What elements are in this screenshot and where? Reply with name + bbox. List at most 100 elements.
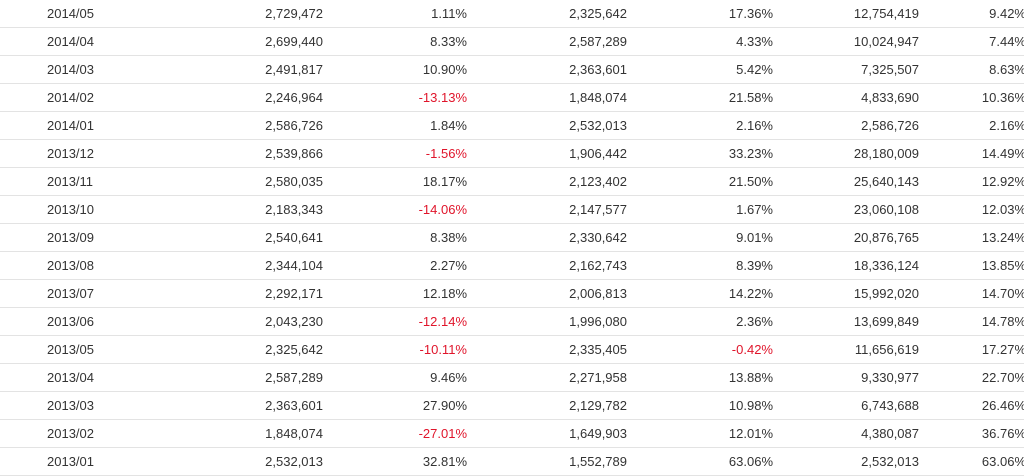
cumulative-value-cell: 23,060,108 xyxy=(773,195,919,224)
prior-year-value-cell: 2,532,013 xyxy=(467,111,627,140)
table-row: 2014/01 2,586,726 1.84% 2,532,013 2.16% 2,586… xyxy=(0,111,1024,140)
table-row: 2013/01 2,532,013 32.81% 1,552,789 63.06% 2,5… xyxy=(0,447,1024,476)
month-cell: 2013/05 xyxy=(0,335,177,364)
prior-year-value-cell: 1,996,080 xyxy=(467,307,627,336)
month-cell: 2013/01 xyxy=(0,447,177,476)
value-cell: 2,246,964 xyxy=(177,83,323,112)
cumulative-percent-cell: 26.46% xyxy=(919,391,1024,420)
value-cell: 2,587,289 xyxy=(177,363,323,392)
prior-year-value-cell: 2,123,402 xyxy=(467,167,627,196)
table-row: 2013/09 2,540,641 8.38% 2,330,642 9.01% 20,87… xyxy=(0,223,1024,252)
value-cell: 1,848,074 xyxy=(177,419,323,448)
yoy-percent-cell: 12.01% xyxy=(627,419,773,448)
yoy-percent-cell: 2.16% xyxy=(627,111,773,140)
cumulative-value-cell: 12,754,419 xyxy=(773,0,919,28)
change-percent-cell: 27.90% xyxy=(323,391,467,420)
prior-year-value-cell: 2,147,577 xyxy=(467,195,627,224)
value-cell: 2,532,013 xyxy=(177,447,323,476)
prior-year-value-cell: 2,162,743 xyxy=(467,251,627,280)
cumulative-percent-cell: 63.06% xyxy=(919,447,1024,476)
value-cell: 2,539,866 xyxy=(177,139,323,168)
cumulative-percent-cell: 12.92% xyxy=(919,167,1024,196)
table-row: 2013/06 2,043,230 -12.14% 1,996,080 2.36% 13,… xyxy=(0,307,1024,336)
month-cell: 2014/03 xyxy=(0,55,177,84)
cumulative-value-cell: 2,586,726 xyxy=(773,111,919,140)
prior-year-value-cell: 2,587,289 xyxy=(467,27,627,56)
change-percent-cell: -13.13% xyxy=(323,83,467,112)
month-cell: 2013/06 xyxy=(0,307,177,336)
table-row: 2013/10 2,183,343 -14.06% 2,147,577 1.67% 23,… xyxy=(0,195,1024,224)
yoy-percent-cell: 2.36% xyxy=(627,307,773,336)
value-cell: 2,540,641 xyxy=(177,223,323,252)
yoy-percent-cell: 8.39% xyxy=(627,251,773,280)
yoy-percent-cell: 21.50% xyxy=(627,167,773,196)
cumulative-percent-cell: 22.70% xyxy=(919,363,1024,392)
table-row: 2013/03 2,363,601 27.90% 2,129,782 10.98% 6,7… xyxy=(0,391,1024,420)
yoy-percent-cell: 33.23% xyxy=(627,139,773,168)
month-cell: 2013/12 xyxy=(0,139,177,168)
month-cell: 2013/11 xyxy=(0,167,177,196)
month-cell: 2014/01 xyxy=(0,111,177,140)
month-cell: 2013/02 xyxy=(0,419,177,448)
change-percent-cell: 12.18% xyxy=(323,279,467,308)
change-percent-cell: -14.06% xyxy=(323,195,467,224)
cumulative-percent-cell: 36.76% xyxy=(919,419,1024,448)
yoy-percent-cell: 5.42% xyxy=(627,55,773,84)
change-percent-cell: 1.11% xyxy=(323,0,467,28)
yoy-percent-cell: 9.01% xyxy=(627,223,773,252)
prior-year-value-cell: 2,271,958 xyxy=(467,363,627,392)
table-row: 2014/05 2,729,472 1.11% 2,325,642 17.36% 12,7… xyxy=(0,0,1024,28)
value-cell: 2,729,472 xyxy=(177,0,323,28)
yoy-percent-cell: 10.98% xyxy=(627,391,773,420)
yoy-percent-cell: 1.67% xyxy=(627,195,773,224)
value-cell: 2,699,440 xyxy=(177,27,323,56)
prior-year-value-cell: 1,649,903 xyxy=(467,419,627,448)
cumulative-value-cell: 15,992,020 xyxy=(773,279,919,308)
value-cell: 2,043,230 xyxy=(177,307,323,336)
cumulative-value-cell: 18,336,124 xyxy=(773,251,919,280)
prior-year-value-cell: 2,129,782 xyxy=(467,391,627,420)
change-percent-cell: 10.90% xyxy=(323,55,467,84)
table-row: 2013/04 2,587,289 9.46% 2,271,958 13.88% 9,33… xyxy=(0,363,1024,392)
cumulative-percent-cell: 17.27% xyxy=(919,335,1024,364)
month-cell: 2013/10 xyxy=(0,195,177,224)
prior-year-value-cell: 2,330,642 xyxy=(467,223,627,252)
yoy-percent-cell: 14.22% xyxy=(627,279,773,308)
prior-year-value-cell: 2,363,601 xyxy=(467,55,627,84)
table-row: 2013/05 2,325,642 -10.11% 2,335,405 -0.42% 11… xyxy=(0,335,1024,364)
prior-year-value-cell: 2,335,405 xyxy=(467,335,627,364)
cumulative-value-cell: 13,699,849 xyxy=(773,307,919,336)
value-cell: 2,183,343 xyxy=(177,195,323,224)
change-percent-cell: 1.84% xyxy=(323,111,467,140)
change-percent-cell: 8.38% xyxy=(323,223,467,252)
change-percent-cell: 18.17% xyxy=(323,167,467,196)
cumulative-percent-cell: 9.42% xyxy=(919,0,1024,28)
prior-year-value-cell: 1,552,789 xyxy=(467,447,627,476)
cumulative-value-cell: 2,532,013 xyxy=(773,447,919,476)
cumulative-value-cell: 4,380,087 xyxy=(773,419,919,448)
value-cell: 2,586,726 xyxy=(177,111,323,140)
cumulative-value-cell: 28,180,009 xyxy=(773,139,919,168)
cumulative-percent-cell: 14.49% xyxy=(919,139,1024,168)
change-percent-cell: -1.56% xyxy=(323,139,467,168)
table-row: 2014/02 2,246,964 -13.13% 1,848,074 21.58% 4,… xyxy=(0,83,1024,112)
month-cell: 2013/09 xyxy=(0,223,177,252)
month-cell: 2013/03 xyxy=(0,391,177,420)
table-row: 2013/12 2,539,866 -1.56% 1,906,442 33.23% 28,… xyxy=(0,139,1024,168)
table-row: 2013/08 2,344,104 2.27% 2,162,743 8.39% 18,33… xyxy=(0,251,1024,280)
change-percent-cell: -10.11% xyxy=(323,335,467,364)
cumulative-value-cell: 4,833,690 xyxy=(773,83,919,112)
cumulative-percent-cell: 13.85% xyxy=(919,251,1024,280)
yoy-percent-cell: 17.36% xyxy=(627,0,773,28)
value-cell: 2,344,104 xyxy=(177,251,323,280)
cumulative-percent-cell: 13.24% xyxy=(919,223,1024,252)
cumulative-value-cell: 10,024,947 xyxy=(773,27,919,56)
yoy-percent-cell: 63.06% xyxy=(627,447,773,476)
month-cell: 2014/02 xyxy=(0,83,177,112)
prior-year-value-cell: 1,848,074 xyxy=(467,83,627,112)
cumulative-percent-cell: 8.63% xyxy=(919,55,1024,84)
table-row: 2013/02 1,848,074 -27.01% 1,649,903 12.01% 4,… xyxy=(0,419,1024,448)
cumulative-percent-cell: 7.44% xyxy=(919,27,1024,56)
table-row: 2013/07 2,292,171 12.18% 2,006,813 14.22% 15,… xyxy=(0,279,1024,308)
